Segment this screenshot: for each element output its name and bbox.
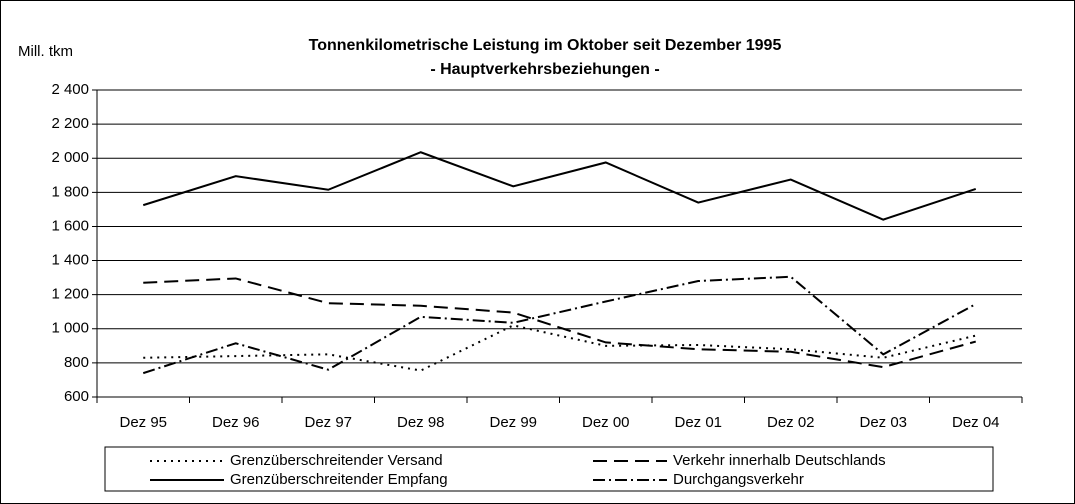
y-tick-label: 600 [64,388,89,405]
series-line [142,275,977,375]
y-tick-label: 1 800 [51,183,89,200]
x-tick-label: Dez 97 [304,414,352,431]
legend-label: Grenzüberschreitender Versand [230,452,443,469]
chart-subtitle: - Hauptverkehrsbeziehungen - [430,61,659,78]
x-tick-label: Dez 95 [119,414,167,431]
legend-label: Grenzüberschreitender Empfang [230,471,448,488]
legend-box [104,446,994,492]
series-line [142,151,977,221]
legend-label: Verkehr innerhalb Deutschlands [673,452,886,469]
series-line [143,324,976,372]
y-tick-label: 800 [64,354,89,371]
x-tick-label: Dez 00 [582,414,630,431]
x-tick-label: Dez 96 [212,414,260,431]
x-tick-label: Dez 98 [397,414,445,431]
x-tick-label: Dez 01 [674,414,722,431]
y-tick-label: 1 000 [51,320,89,337]
y-tick-label: 2 000 [51,149,89,166]
x-tick-label: Dez 04 [952,414,1000,431]
y-tick-label: 1 200 [51,286,89,303]
series-line [143,277,977,369]
y-tick-label: 1 600 [51,217,89,234]
y-tick-label: 1 400 [51,252,89,269]
y-tick-label: 2 200 [51,115,89,132]
y-tick-label: 2 400 [51,81,89,98]
x-tick-label: Dez 03 [859,414,907,431]
chart-title: Tonnenkilometrische Leistung im Oktober … [309,37,782,54]
x-tick-label: Dez 02 [767,414,815,431]
legend-label: Durchgangsverkehr [673,471,804,488]
x-tick-label: Dez 99 [489,414,537,431]
y-axis-label: Mill. tkm [18,43,73,60]
